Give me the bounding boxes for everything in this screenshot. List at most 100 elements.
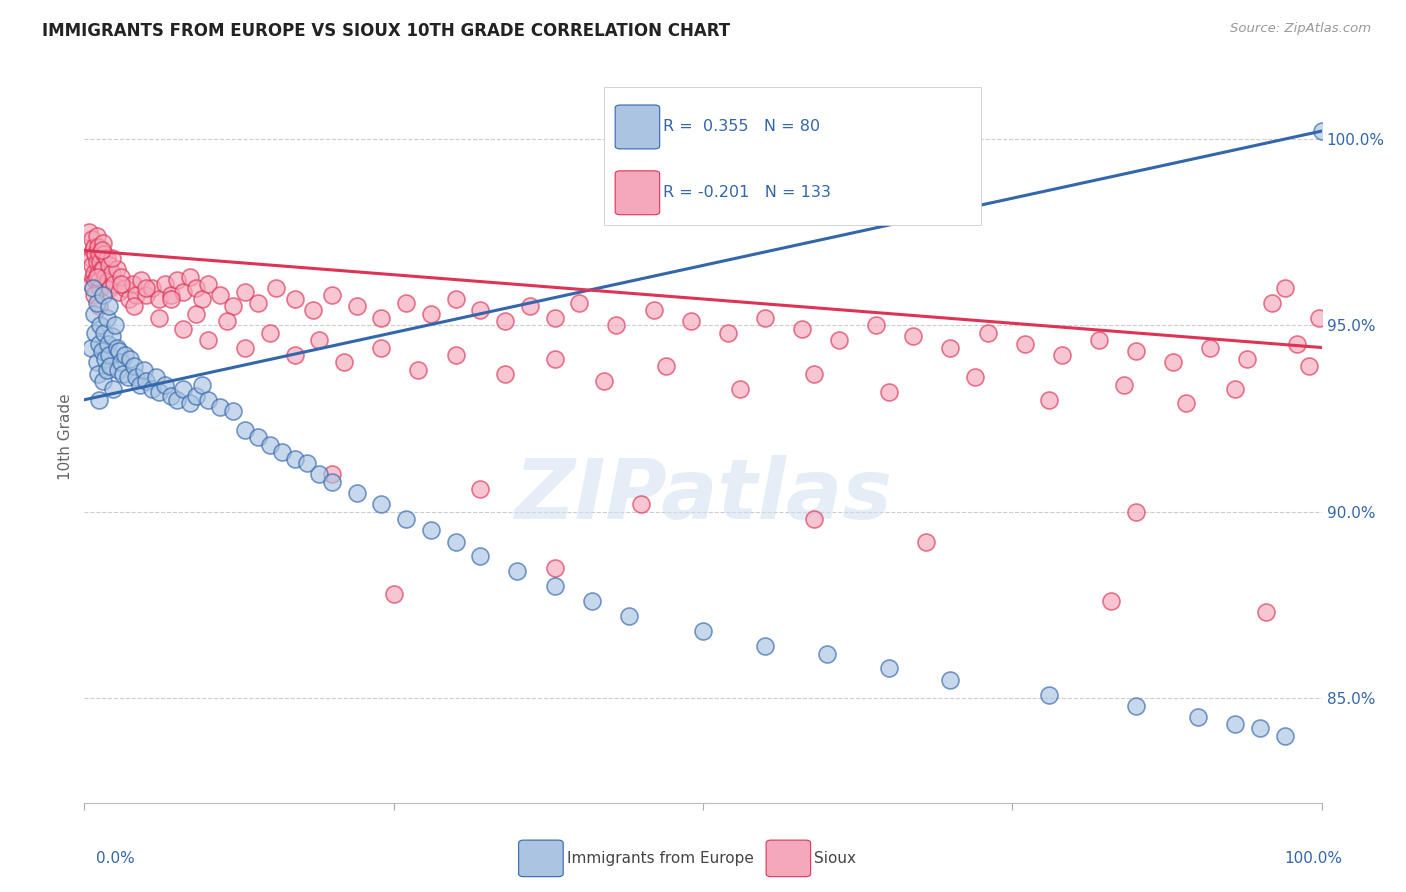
FancyBboxPatch shape — [616, 171, 659, 215]
Point — [321, 467, 343, 482]
Point — [89, 300, 111, 314]
Point — [395, 295, 418, 310]
Point — [118, 292, 141, 306]
Point — [141, 281, 163, 295]
Point — [125, 288, 148, 302]
Text: R =  0.355   N = 80: R = 0.355 N = 80 — [664, 120, 821, 135]
FancyBboxPatch shape — [616, 105, 659, 149]
Point — [89, 392, 111, 407]
Point — [184, 281, 207, 295]
Point — [191, 377, 214, 392]
Point — [754, 310, 776, 325]
Point — [506, 565, 529, 579]
Point — [543, 351, 565, 366]
Point — [184, 389, 207, 403]
Point — [91, 288, 114, 302]
Point — [111, 367, 134, 381]
Point — [395, 512, 418, 526]
Point — [98, 259, 121, 273]
Point — [97, 336, 120, 351]
Point — [877, 661, 900, 675]
Point — [86, 355, 108, 369]
Point — [86, 269, 108, 284]
Point — [1199, 341, 1222, 355]
Point — [145, 370, 167, 384]
Point — [1014, 336, 1036, 351]
FancyBboxPatch shape — [519, 840, 564, 877]
Point — [444, 348, 467, 362]
Point — [1261, 295, 1284, 310]
Text: IMMIGRANTS FROM EUROPE VS SIOUX 10TH GRADE CORRELATION CHART: IMMIGRANTS FROM EUROPE VS SIOUX 10TH GRA… — [42, 22, 730, 40]
Point — [222, 404, 245, 418]
Point — [264, 281, 287, 295]
Point — [1038, 688, 1060, 702]
Point — [108, 344, 131, 359]
Text: ZIPatlas: ZIPatlas — [515, 455, 891, 536]
Point — [382, 587, 405, 601]
Point — [470, 549, 492, 564]
Point — [80, 259, 103, 273]
Point — [419, 307, 441, 321]
Point — [1088, 333, 1111, 347]
Point — [79, 341, 101, 355]
Point — [408, 363, 430, 377]
Point — [96, 251, 118, 265]
Point — [82, 281, 104, 295]
Point — [1174, 396, 1197, 410]
Point — [617, 609, 640, 624]
Text: 0.0%: 0.0% — [96, 851, 135, 865]
Point — [89, 247, 111, 261]
Point — [122, 300, 145, 314]
Point — [82, 269, 104, 284]
Point — [132, 363, 155, 377]
Point — [643, 303, 665, 318]
Point — [122, 359, 145, 374]
Point — [83, 266, 105, 280]
Point — [790, 322, 813, 336]
Point — [79, 225, 101, 239]
Point — [104, 318, 127, 332]
Point — [1125, 698, 1147, 713]
Point — [100, 266, 122, 280]
Point — [148, 292, 170, 306]
Point — [1274, 729, 1296, 743]
Point — [593, 374, 616, 388]
Point — [655, 359, 678, 374]
Point — [568, 295, 591, 310]
Point — [543, 310, 565, 325]
Point — [1050, 348, 1073, 362]
Point — [86, 228, 108, 243]
Point — [1223, 717, 1246, 731]
Point — [308, 333, 330, 347]
Point — [82, 244, 104, 258]
Point — [98, 281, 121, 295]
Point — [605, 318, 627, 332]
Point — [84, 247, 107, 261]
Point — [114, 348, 136, 362]
Point — [939, 341, 962, 355]
Point — [444, 534, 467, 549]
Point — [84, 326, 107, 340]
Point — [80, 232, 103, 246]
Point — [1161, 355, 1184, 369]
Point — [141, 382, 163, 396]
Point — [259, 437, 281, 451]
Point — [295, 456, 318, 470]
Point — [346, 300, 368, 314]
Point — [97, 273, 120, 287]
Point — [160, 292, 183, 306]
Point — [209, 288, 232, 302]
Point — [976, 326, 998, 340]
Point — [89, 281, 111, 295]
Point — [1310, 124, 1333, 138]
Point — [179, 269, 201, 284]
Point — [877, 385, 900, 400]
Point — [91, 235, 114, 250]
Point — [914, 534, 936, 549]
Point — [271, 445, 294, 459]
Point — [903, 329, 925, 343]
Point — [87, 240, 110, 254]
Point — [83, 307, 105, 321]
Point — [370, 341, 392, 355]
Point — [166, 392, 188, 407]
